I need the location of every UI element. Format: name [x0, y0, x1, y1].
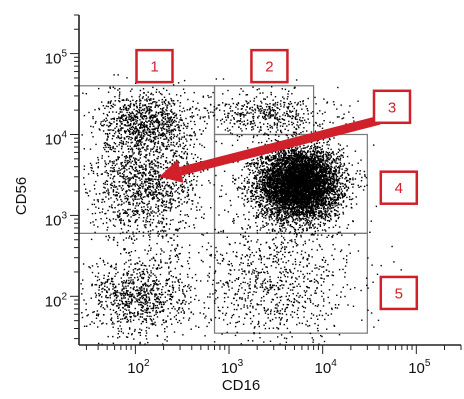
region-label-text: 3	[388, 99, 396, 116]
x-tick-label: 103	[221, 358, 244, 377]
population-1	[215, 116, 375, 260]
region-label-box	[379, 275, 419, 311]
plot-frame	[78, 15, 461, 346]
arrow-shaft	[179, 115, 381, 176]
annotations-layer: 1 2 3 4 5	[135, 48, 419, 311]
region-label-text: 4	[395, 180, 403, 197]
region-label-5: 5	[379, 275, 419, 311]
y-tick-label: 102	[45, 291, 68, 310]
axis-ticks: 102 103 104 105 102 103 104 105	[45, 14, 462, 377]
region-label-3: 3	[372, 89, 412, 125]
x-axis-title: CD16	[222, 377, 260, 394]
y-tick-label: 104	[45, 129, 68, 148]
y-tick-label: 103	[45, 210, 68, 229]
x-tick-label: 104	[315, 358, 338, 377]
y-axis-title: CD56	[13, 177, 30, 215]
region-label-2: 2	[250, 48, 289, 84]
region-label-text: 2	[265, 59, 273, 76]
population-2	[82, 74, 224, 170]
region-label-text: 5	[395, 285, 403, 302]
region-label-1: 1	[135, 48, 174, 84]
region-label-4: 4	[379, 170, 419, 205]
x-tick-label: 102	[127, 358, 150, 377]
population-6	[125, 185, 402, 345]
region-label-text: 1	[150, 59, 158, 76]
region-label-box	[372, 89, 412, 125]
x-tick-label: 105	[408, 358, 431, 377]
region-label-box	[379, 170, 419, 205]
population-4	[80, 230, 220, 346]
arrow-head	[159, 159, 184, 183]
dots-layer	[80, 74, 402, 346]
region-label-box	[250, 48, 289, 84]
region-label-box	[135, 48, 174, 84]
gate-4	[213, 232, 368, 334]
y-tick-label: 105	[45, 49, 68, 68]
